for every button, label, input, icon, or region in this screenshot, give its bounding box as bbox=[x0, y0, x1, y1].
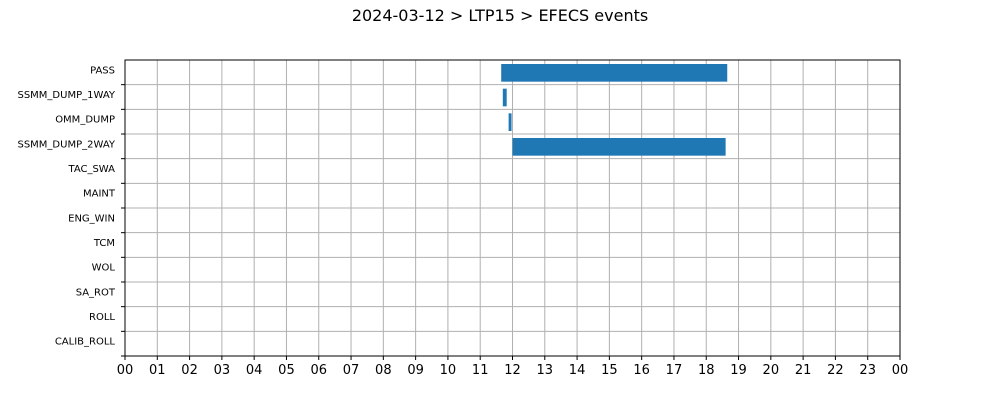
x-tick-label: 13 bbox=[537, 363, 554, 378]
x-tick-label: 10 bbox=[440, 363, 457, 378]
y-tick-label: OMM_DUMP bbox=[55, 115, 115, 126]
y-tick-label: MAINT bbox=[83, 189, 116, 200]
event-bars bbox=[501, 64, 728, 156]
x-tick-label: 21 bbox=[795, 363, 812, 378]
tick-labels: 00 01 02 03 04 05 06 07 08 09 10 11 12 13 14 15 16 17 18 19… bbox=[17, 65, 908, 378]
x-tick-label: 00 bbox=[892, 363, 909, 378]
y-tick-label: TAC_SWA bbox=[67, 164, 115, 175]
y-tick-label: SSMM_DUMP_2WAY bbox=[17, 139, 115, 150]
y-tick-label: WOL bbox=[92, 263, 116, 274]
axis-ticks bbox=[121, 84, 901, 360]
x-tick-label: 05 bbox=[278, 363, 295, 378]
x-tick-label: 19 bbox=[730, 363, 747, 378]
event-bar-ssmm-dump-2way bbox=[512, 138, 726, 156]
grid-lines bbox=[124, 60, 901, 356]
y-tick-label: ENG_WIN bbox=[68, 213, 115, 224]
x-tick-label: 11 bbox=[472, 363, 489, 378]
x-tick-label: 14 bbox=[569, 363, 586, 378]
x-tick-label: 00 bbox=[117, 363, 134, 378]
x-tick-label: 22 bbox=[827, 363, 844, 378]
y-tick-label: ROLL bbox=[89, 312, 115, 323]
event-bar-omm-dump bbox=[508, 113, 512, 131]
event-bar-ssmm-dump-1way bbox=[502, 88, 507, 107]
x-tick-label: 18 bbox=[698, 363, 715, 378]
y-tick-label: SA_ROT bbox=[76, 287, 116, 298]
event-bar-pass bbox=[501, 64, 728, 82]
x-tick-label: 15 bbox=[601, 363, 618, 378]
y-tick-label: TCM bbox=[93, 238, 115, 249]
x-tick-label: 23 bbox=[859, 363, 876, 378]
x-tick-label: 17 bbox=[666, 363, 683, 378]
x-tick-label: 08 bbox=[375, 363, 392, 378]
x-tick-label: 20 bbox=[763, 363, 780, 378]
x-tick-label: 09 bbox=[407, 363, 424, 378]
x-tick-label: 01 bbox=[149, 363, 166, 378]
x-tick-label: 04 bbox=[246, 363, 263, 378]
y-tick-label: PASS bbox=[90, 65, 115, 76]
x-tick-label: 02 bbox=[181, 363, 198, 378]
x-tick-label: 07 bbox=[343, 363, 360, 378]
y-tick-label: CALIB_ROLL bbox=[55, 337, 116, 348]
x-tick-label: 06 bbox=[310, 363, 327, 378]
x-tick-label: 12 bbox=[504, 363, 521, 378]
chart-title: 2024-03-12 > LTP15 > EFECS events bbox=[351, 6, 649, 25]
x-tick-label: 03 bbox=[214, 363, 231, 378]
x-tick-label: 16 bbox=[633, 363, 650, 378]
y-tick-label: SSMM_DUMP_1WAY bbox=[17, 90, 115, 101]
